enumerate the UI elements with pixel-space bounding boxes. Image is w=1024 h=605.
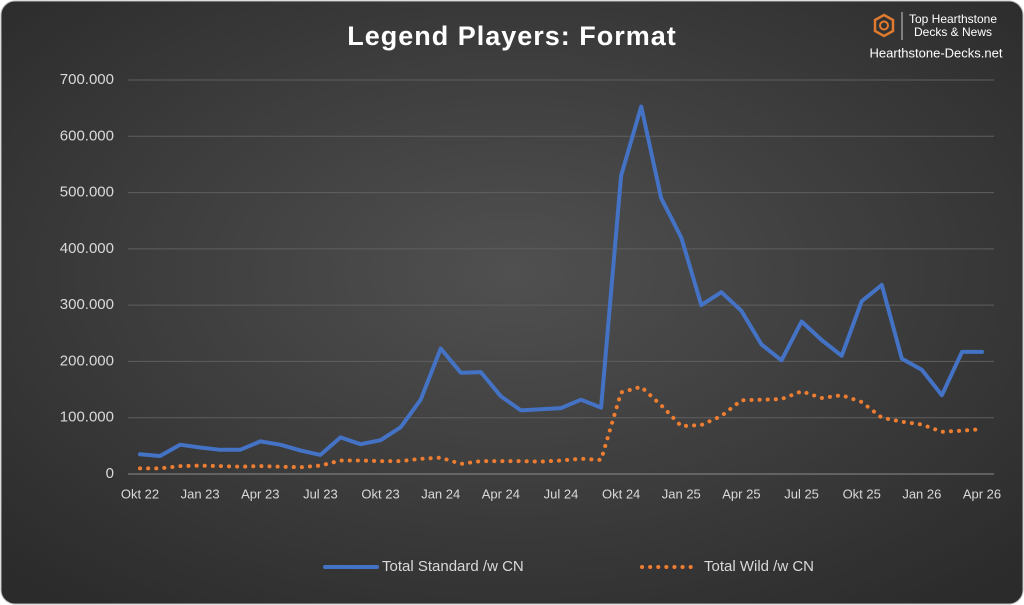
series-line <box>138 104 984 458</box>
x-tick-label: Apr 25 <box>722 486 760 501</box>
x-tick-label: Jul 23 <box>303 486 338 501</box>
y-tick-label: 100.000 <box>60 409 114 426</box>
x-tick-label: Jul 25 <box>784 486 819 501</box>
x-tick-label: Apr 23 <box>241 486 279 501</box>
logo-icon <box>873 13 895 38</box>
y-tick-label: 600.000 <box>60 127 114 144</box>
x-tick-label: Apr 24 <box>482 486 520 501</box>
y-tick-label: 500.000 <box>60 184 114 201</box>
y-tick-label: 700.000 <box>60 71 114 88</box>
logo-line2: Decks & News <box>914 25 992 39</box>
chart-title: Legend Players: Format <box>347 21 677 51</box>
x-tick-label: Apr 26 <box>963 486 1001 501</box>
x-tick-label: Jan 25 <box>662 486 701 501</box>
x-tick-label: Jan 23 <box>181 486 220 501</box>
plot-area: 0 100.000 200.000 300.000 400.000 500.000 600.… <box>60 71 1001 575</box>
y-tick-label: 0 <box>106 465 114 482</box>
x-tick-label: Okt 22 <box>121 486 159 501</box>
x-tick-label: Okt 25 <box>843 486 881 501</box>
y-tick-label: 300.000 <box>60 296 114 313</box>
y-tick-label: 200.000 <box>60 352 114 369</box>
x-tick-label: Okt 23 <box>361 486 399 501</box>
logo: Top Hearthstone Decks & News Hearthstone… <box>870 12 1003 60</box>
x-tick-label: Okt 24 <box>602 486 640 501</box>
logo-site: Hearthstone-Decks.net <box>870 45 1003 60</box>
legend-label: Total Wild /w CN <box>704 558 814 575</box>
x-tick-label: Jan 24 <box>421 486 460 501</box>
legend-label: Total Standard /w CN <box>382 558 524 575</box>
x-tick-label: Jul 24 <box>544 486 579 501</box>
logo-line1: Top Hearthstone <box>909 12 997 26</box>
x-tick-label: Jan 26 <box>902 486 941 501</box>
logo-icon-inner <box>879 20 889 31</box>
y-tick-label: 400.000 <box>60 240 114 257</box>
series-line <box>138 384 984 471</box>
